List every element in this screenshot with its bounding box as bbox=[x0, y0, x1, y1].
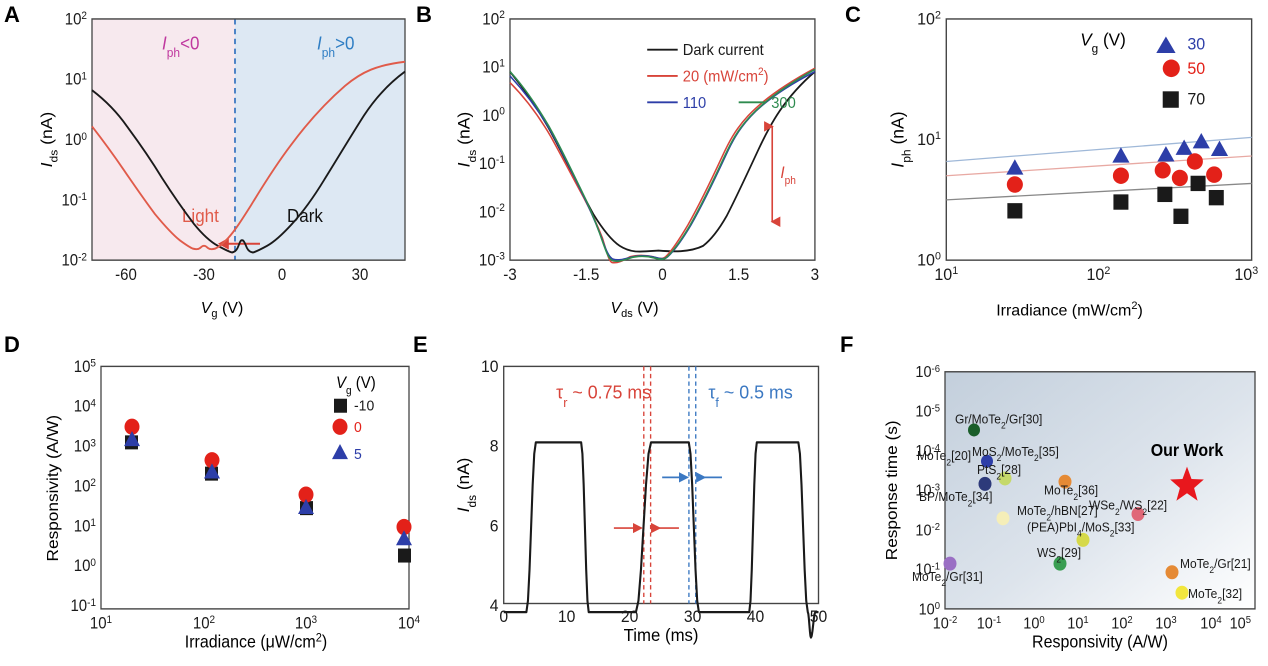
svg-text:102: 102 bbox=[193, 614, 215, 632]
svg-text:Ids (nA): Ids (nA) bbox=[38, 112, 61, 168]
svg-text:5: 5 bbox=[354, 447, 362, 464]
svg-text:10-2: 10-2 bbox=[479, 202, 505, 222]
svg-text:Responsivity (A/W): Responsivity (A/W) bbox=[1032, 632, 1168, 652]
svg-text:Time (ms): Time (ms) bbox=[624, 626, 699, 645]
svg-text:10-1: 10-1 bbox=[479, 154, 505, 174]
svg-text:Ids (nA): Ids (nA) bbox=[455, 112, 479, 168]
svg-text:10-1: 10-1 bbox=[977, 614, 1002, 632]
svg-text:-1.5: -1.5 bbox=[573, 266, 599, 284]
svg-text:0: 0 bbox=[278, 266, 287, 284]
svg-text:10-5: 10-5 bbox=[915, 403, 940, 421]
svg-text:1.5: 1.5 bbox=[728, 266, 749, 284]
svg-text:102: 102 bbox=[1111, 614, 1132, 632]
svg-text:10-6: 10-6 bbox=[915, 363, 940, 381]
svg-text:30: 30 bbox=[1187, 35, 1205, 53]
svg-text:104: 104 bbox=[74, 398, 96, 416]
svg-text:104: 104 bbox=[1200, 614, 1222, 632]
svg-text:101: 101 bbox=[1067, 614, 1088, 632]
svg-text:102: 102 bbox=[74, 477, 96, 495]
svg-text:102: 102 bbox=[1087, 265, 1111, 284]
svg-text:103: 103 bbox=[1155, 614, 1177, 632]
svg-text:-30: -30 bbox=[193, 266, 215, 284]
svg-text:100: 100 bbox=[1023, 614, 1045, 632]
svg-text:101: 101 bbox=[74, 517, 96, 535]
svg-text:-3: -3 bbox=[503, 266, 517, 284]
svg-text:30: 30 bbox=[352, 266, 369, 284]
svg-text:-60: -60 bbox=[115, 266, 137, 284]
svg-text:6: 6 bbox=[490, 518, 499, 535]
svg-text:101: 101 bbox=[482, 57, 505, 77]
svg-text:70: 70 bbox=[1187, 90, 1205, 108]
svg-text:Responsivity (A/W): Responsivity (A/W) bbox=[44, 415, 62, 562]
svg-text:Dark current: Dark current bbox=[683, 42, 765, 60]
svg-text:102: 102 bbox=[65, 10, 87, 28]
svg-text:3: 3 bbox=[811, 266, 820, 284]
svg-text:105: 105 bbox=[1230, 614, 1252, 632]
svg-text:10: 10 bbox=[558, 609, 576, 626]
svg-text:110: 110 bbox=[683, 94, 706, 112]
svg-text:101: 101 bbox=[934, 265, 958, 284]
svg-text:0: 0 bbox=[354, 420, 362, 437]
svg-text:101: 101 bbox=[917, 130, 941, 149]
svg-text:20 (mW/cm2): 20 (mW/cm2) bbox=[683, 66, 769, 86]
svg-text:100: 100 bbox=[65, 131, 87, 149]
svg-text:-10: -10 bbox=[354, 398, 374, 415]
svg-text:101: 101 bbox=[65, 71, 87, 89]
svg-text:10-3: 10-3 bbox=[479, 250, 505, 270]
svg-text:300: 300 bbox=[771, 94, 796, 112]
svg-text:105: 105 bbox=[74, 358, 96, 376]
svg-text:10-2: 10-2 bbox=[915, 521, 940, 539]
svg-text:104: 104 bbox=[398, 614, 420, 632]
svg-text:10-2: 10-2 bbox=[933, 614, 958, 632]
svg-text:4: 4 bbox=[490, 598, 499, 615]
svg-text:Iph (nA): Iph (nA) bbox=[888, 111, 914, 167]
svg-text:10-1: 10-1 bbox=[70, 597, 96, 615]
svg-text:Irradiance (μW/cm2): Irradiance (μW/cm2) bbox=[185, 632, 327, 652]
svg-text:Our Work: Our Work bbox=[1151, 440, 1224, 460]
svg-text:8: 8 bbox=[490, 438, 499, 455]
svg-text:0: 0 bbox=[658, 266, 667, 284]
svg-text:102: 102 bbox=[482, 9, 505, 29]
svg-text:Response time (s): Response time (s) bbox=[883, 420, 901, 560]
svg-text:101: 101 bbox=[90, 614, 112, 632]
svg-text:10: 10 bbox=[481, 359, 499, 376]
svg-text:10-1: 10-1 bbox=[61, 191, 87, 209]
svg-text:10-2: 10-2 bbox=[61, 252, 87, 270]
svg-text:100: 100 bbox=[74, 557, 96, 575]
svg-text:100: 100 bbox=[482, 105, 505, 125]
svg-text:103: 103 bbox=[295, 614, 317, 632]
svg-text:Ids (nA): Ids (nA) bbox=[454, 458, 478, 513]
svg-text:103: 103 bbox=[74, 438, 96, 456]
svg-text:103: 103 bbox=[1234, 265, 1258, 284]
svg-text:102: 102 bbox=[917, 9, 941, 28]
svg-text:50: 50 bbox=[1187, 60, 1205, 78]
